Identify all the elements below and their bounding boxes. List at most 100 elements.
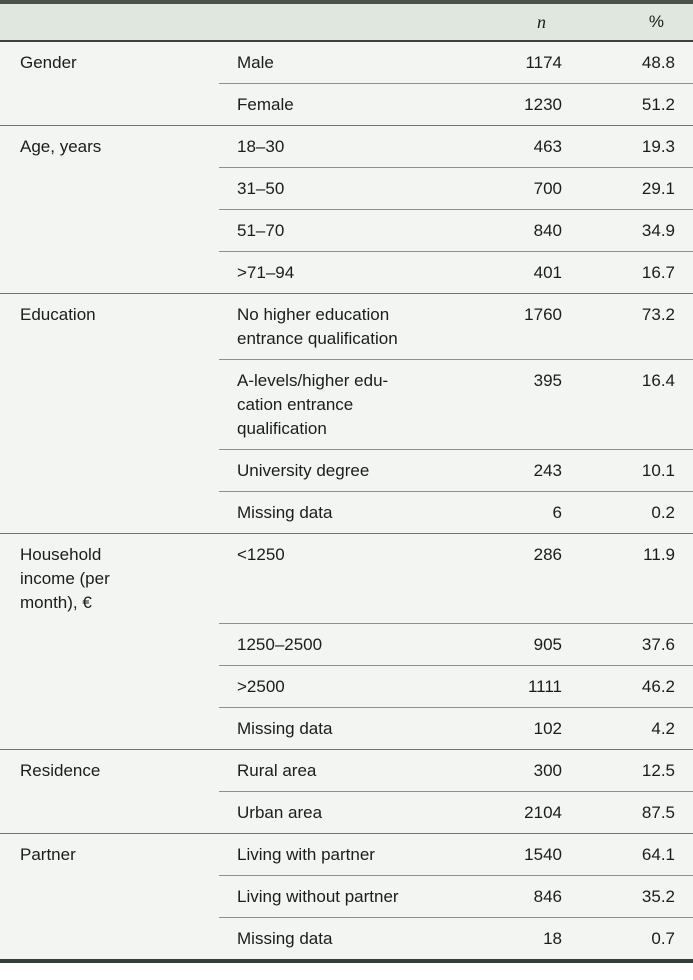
category-column-header — [0, 2, 219, 42]
subcategory-cell: 1250–2500 — [219, 622, 445, 665]
percent-value-cell: 46.2 — [575, 664, 693, 707]
table-row: 51–70 840 34.9 — [0, 209, 693, 252]
table-row: Missing data 18 0.7 — [0, 916, 693, 961]
subcategory-cell: Missing data — [219, 916, 445, 961]
percent-value-cell: 29.1 — [575, 167, 693, 210]
table-header-row: n % — [0, 2, 693, 42]
table-row: Education No higher education entrance q… — [0, 293, 693, 360]
table-row: Urban area 2104 87.5 — [0, 790, 693, 833]
percent-value-cell: 35.2 — [575, 874, 693, 917]
subcategory-cell: >71–94 — [219, 251, 445, 294]
table-row: 31–50 700 29.1 — [0, 167, 693, 210]
n-value-cell: 840 — [445, 209, 575, 252]
percent-value-cell: 0.2 — [575, 491, 693, 534]
percent-value-cell: 48.8 — [641, 53, 675, 72]
n-value-cell: 905 — [445, 622, 575, 665]
percent-value-cell: 0.7 — [575, 916, 693, 961]
table-row: 1250–2500 905 37.6 — [0, 622, 693, 665]
percent-value-cell: 11.9 — [575, 533, 693, 623]
table-row: Household income (per month), € <1250 28… — [0, 533, 693, 623]
percent-value-cell: 16.7 — [575, 251, 693, 294]
subcategory-cell: Male — [237, 53, 274, 72]
table-row: A-levels/higher edu- cation entrance qua… — [0, 359, 693, 450]
n-column-header: n — [445, 2, 575, 42]
table-row: Female 1230 51.2 — [0, 83, 693, 126]
table-row: University degree 243 10.1 — [0, 449, 693, 492]
table-row: Missing data 6 0.2 — [0, 491, 693, 534]
n-value-cell: 243 — [445, 449, 575, 492]
subcategory-cell: <1250 — [219, 533, 445, 623]
subcategory-cell: 31–50 — [219, 167, 445, 210]
percent-value-cell: 73.2 — [575, 293, 693, 360]
percent-value-cell: 64.1 — [575, 832, 693, 875]
category-cell — [0, 623, 219, 665]
n-value-cell: 286 — [445, 533, 575, 623]
table-row: Residence Rural area 300 12.5 — [0, 748, 693, 791]
n-value-cell: 1230 — [445, 83, 575, 126]
subcategory-cell: Missing data — [219, 706, 445, 749]
n-value-cell: 1111 — [445, 664, 575, 707]
n-value-cell: 6 — [445, 491, 575, 534]
percent-value-cell: 19.3 — [575, 125, 693, 168]
table-row: Partner Living with partner 1540 64.1 — [0, 832, 693, 875]
percent-value-cell: 10.1 — [575, 449, 693, 492]
category-cell — [0, 360, 219, 450]
category-cell — [0, 791, 219, 833]
n-value-cell: 2104 — [445, 790, 575, 833]
subcategory-cell: Missing data — [219, 491, 445, 534]
category-cell: Residence — [0, 748, 219, 791]
subcategory-cell: University degree — [219, 449, 445, 492]
category-cell — [0, 707, 219, 749]
n-value-cell: 700 — [445, 167, 575, 210]
category-cell: Partner — [0, 832, 219, 875]
table-row: >2500 1111 46.2 — [0, 664, 693, 707]
table-row: Missing data 102 4.2 — [0, 706, 693, 749]
table-row: Age, years 18–30 463 19.3 — [0, 125, 693, 168]
category-cell: Gender — [20, 53, 77, 72]
percent-value-cell: 37.6 — [575, 622, 693, 665]
subcategory-cell: Living without partner — [219, 874, 445, 917]
n-value-cell: 18 — [445, 916, 575, 961]
category-cell — [0, 84, 219, 126]
table-row: >71–94 401 16.7 — [0, 251, 693, 294]
category-cell — [0, 252, 219, 294]
percent-column-header: % — [575, 2, 693, 42]
percent-value-cell: 12.5 — [575, 748, 693, 791]
table-row: Living without partner 846 35.2 — [0, 874, 693, 917]
subcategory-cell: No higher education entrance qualificati… — [219, 293, 445, 360]
table-row: Gender Male 1174 48.8 — [0, 41, 693, 84]
subcategory-column-header — [219, 2, 445, 42]
percent-value-cell: 4.2 — [575, 706, 693, 749]
table-body: Gender Male 1174 48.8 Female 1230 51.2 A… — [0, 41, 693, 961]
percent-value-cell: 16.4 — [575, 359, 693, 450]
subcategory-cell: Urban area — [219, 790, 445, 833]
subcategory-cell: Living with partner — [219, 832, 445, 875]
category-cell — [0, 450, 219, 492]
n-value-cell: 1174 — [525, 53, 562, 72]
subcategory-cell: Rural area — [219, 748, 445, 791]
percent-value-cell: 51.2 — [575, 83, 693, 126]
category-cell — [0, 917, 219, 961]
n-value-cell: 1760 — [445, 293, 575, 360]
n-value-cell: 300 — [445, 748, 575, 791]
percent-value-cell: 87.5 — [575, 790, 693, 833]
subcategory-cell: A-levels/higher edu- cation entrance qua… — [219, 359, 445, 450]
category-cell: Education — [0, 293, 219, 360]
n-value-cell: 401 — [445, 251, 575, 294]
percent-value-cell: 34.9 — [575, 209, 693, 252]
n-value-cell: 1540 — [445, 832, 575, 875]
n-value-cell: 463 — [445, 125, 575, 168]
subcategory-cell: Female — [219, 83, 445, 126]
category-cell — [0, 210, 219, 252]
n-value-cell: 102 — [445, 706, 575, 749]
category-cell — [0, 492, 219, 534]
category-cell — [0, 875, 219, 917]
category-cell: Household income (per month), € — [0, 533, 219, 623]
subcategory-cell: >2500 — [219, 664, 445, 707]
subcategory-cell: 18–30 — [219, 125, 445, 168]
n-value-cell: 846 — [445, 874, 575, 917]
category-cell — [0, 665, 219, 707]
n-value-cell: 395 — [445, 359, 575, 450]
category-cell — [0, 168, 219, 210]
